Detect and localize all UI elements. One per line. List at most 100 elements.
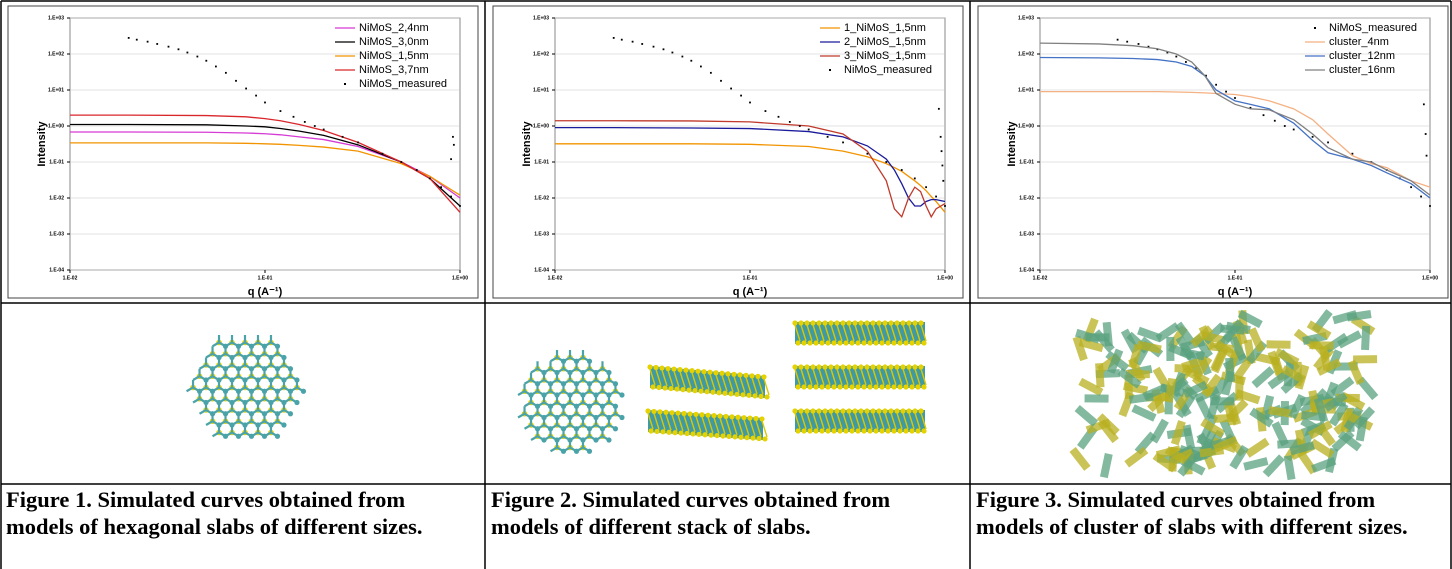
bond (270, 352, 279, 359)
bond (848, 368, 855, 386)
cluster-slab (1177, 452, 1199, 477)
bond (250, 386, 259, 393)
bond (270, 364, 279, 370)
atom (756, 435, 762, 442)
atom (912, 320, 918, 326)
cluster-slab (1192, 355, 1213, 381)
y-tick-label: 1.E-03 (1019, 231, 1034, 237)
cluster-slab (1152, 452, 1177, 473)
atom (755, 373, 761, 379)
bond (569, 390, 578, 396)
atom (686, 387, 692, 393)
bond (237, 386, 246, 393)
atom (752, 393, 758, 399)
series-line (1040, 91, 1431, 188)
atom (719, 370, 725, 376)
bond (818, 368, 825, 386)
slab-cluster (1208, 309, 1379, 481)
data-point (322, 128, 325, 131)
bond (556, 379, 565, 385)
bond (231, 364, 240, 370)
atom (804, 320, 810, 326)
atom (687, 411, 693, 417)
atom (882, 408, 888, 414)
bond (562, 435, 571, 441)
bond (733, 376, 740, 393)
bond (211, 431, 220, 438)
atom (816, 320, 822, 326)
bond (289, 386, 298, 393)
bond (263, 386, 272, 393)
bond (575, 367, 584, 374)
data-point (452, 135, 454, 138)
bond (257, 409, 266, 415)
bond (608, 412, 617, 419)
atom (746, 392, 752, 398)
bond (608, 424, 617, 430)
atom (654, 428, 660, 435)
cluster-slab (1210, 397, 1235, 406)
y-axis-label: Intensity (36, 121, 48, 167)
bond (824, 368, 831, 386)
bond (721, 375, 728, 392)
atom (912, 364, 918, 370)
bond (836, 412, 843, 430)
bond (198, 397, 207, 404)
legend-label: cluster_16nm (1329, 64, 1395, 76)
y-tick-label: 1.E+01 (1018, 87, 1034, 93)
cluster-slab (1262, 454, 1285, 478)
data-point (1116, 38, 1119, 41)
bond (231, 409, 240, 415)
bond (569, 379, 578, 385)
bond (244, 364, 253, 370)
atom (867, 340, 873, 346)
bond (707, 416, 714, 434)
bond (854, 412, 861, 430)
data-point (1184, 61, 1187, 63)
bond (250, 420, 259, 426)
bond (536, 367, 545, 374)
data-point (1166, 51, 1169, 54)
series-line (70, 114, 461, 213)
atom (683, 367, 689, 373)
bond (866, 368, 873, 386)
data-point (1262, 114, 1265, 117)
data-point (313, 125, 316, 127)
atom (891, 428, 897, 434)
bond (250, 397, 259, 404)
y-tick-label: 1.E+03 (533, 15, 549, 21)
data-point (612, 37, 615, 39)
bond (677, 414, 684, 432)
data-point (1175, 55, 1178, 58)
cluster-slab (1078, 338, 1104, 353)
bond (192, 386, 201, 393)
bond (727, 375, 734, 392)
atom (846, 364, 852, 370)
bond (549, 401, 558, 408)
bond (536, 424, 545, 430)
series-line (555, 120, 946, 219)
atom (900, 408, 906, 414)
data-point (1147, 45, 1150, 48)
bond (695, 416, 702, 433)
bond (914, 368, 921, 386)
cluster-slab (1212, 435, 1239, 453)
bond (231, 397, 240, 404)
bond (530, 401, 539, 408)
atom (882, 364, 888, 370)
cluster-slab (1353, 355, 1378, 364)
bond (595, 424, 604, 430)
atom (828, 364, 834, 370)
cluster-slab (1174, 321, 1196, 346)
atom (843, 428, 849, 434)
bond (860, 412, 867, 430)
atom (696, 431, 702, 437)
cluster-slab (1233, 355, 1255, 380)
atom (740, 392, 746, 398)
data-point (730, 87, 733, 90)
data-point (127, 37, 130, 39)
bond (824, 324, 831, 342)
atom (701, 369, 707, 375)
bond (562, 356, 571, 363)
bond (231, 431, 240, 438)
